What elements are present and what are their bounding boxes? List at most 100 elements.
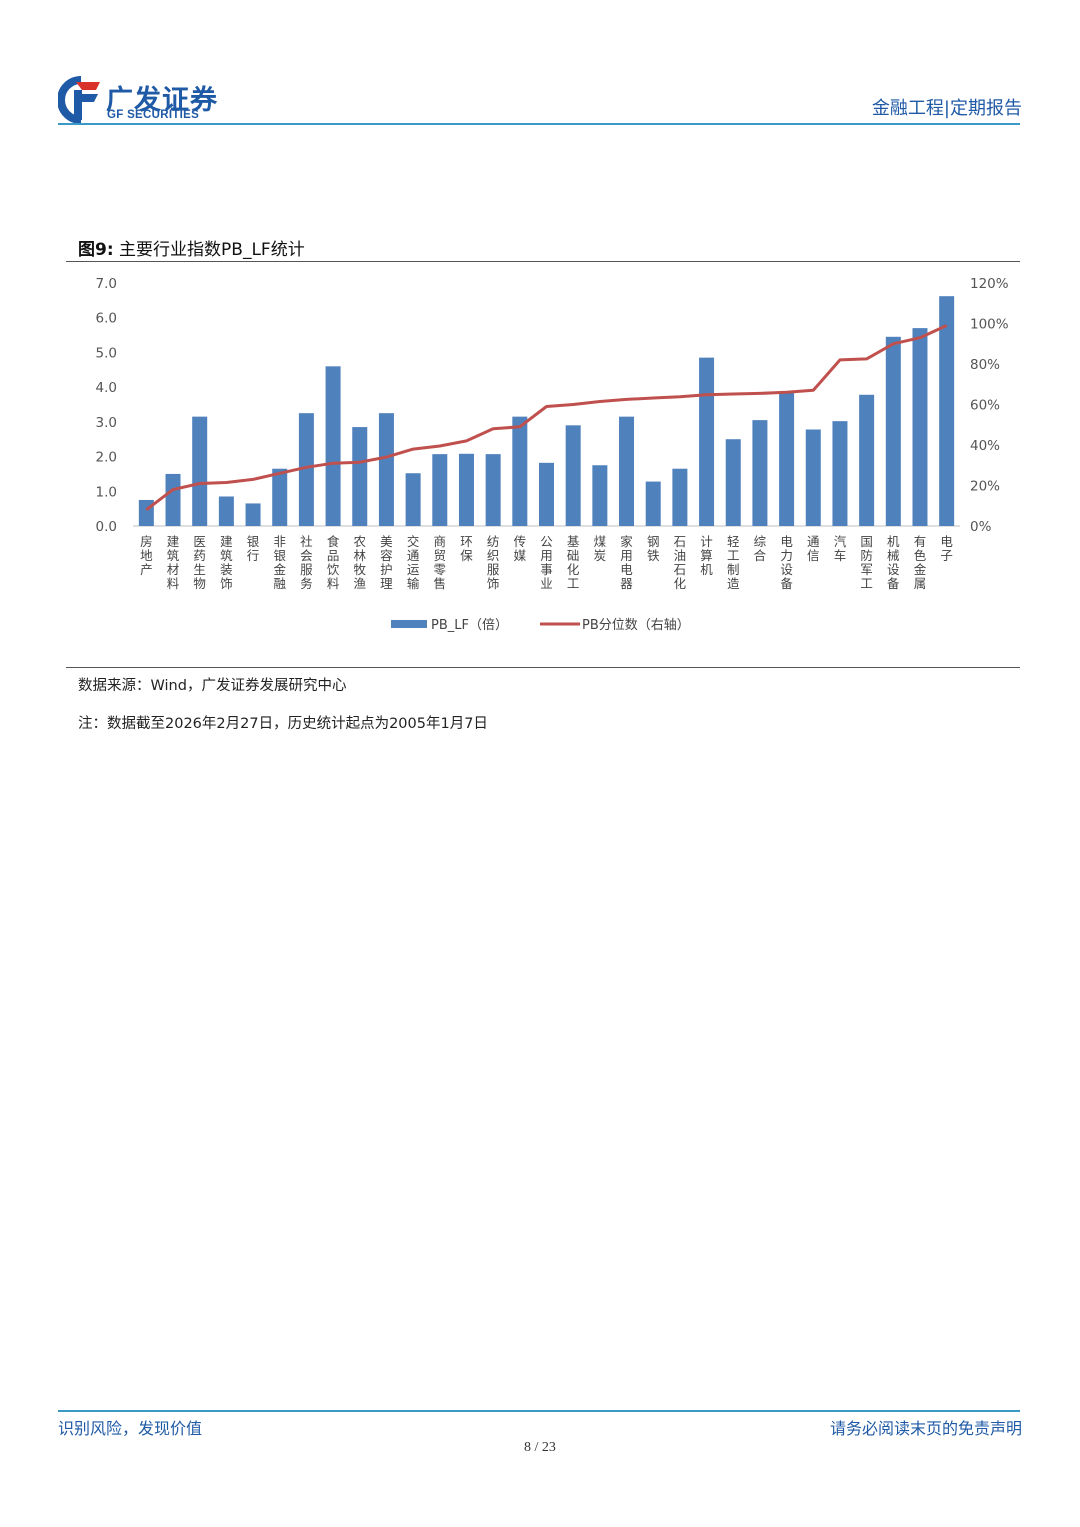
bar xyxy=(725,439,741,526)
y-right-tick-label: 60% xyxy=(970,398,1000,414)
y-right-tick-label: 0% xyxy=(970,519,992,535)
logo-text-cn: 广发证券 xyxy=(106,85,218,116)
y-left-tick-label: 5.0 xyxy=(96,345,117,361)
bar xyxy=(939,296,955,526)
bar xyxy=(645,481,661,526)
page-number: 8 / 23 xyxy=(524,1440,556,1455)
x-tick-label: 医药生物 xyxy=(193,534,206,591)
pb-chart: 0.0 1.0 2.0 3.0 4.0 5.0 6.0 7.0 0% 20% 40% 60% 80% 1… xyxy=(96,276,1009,633)
legend-line-label: PB分位数（右轴） xyxy=(582,618,690,633)
bar xyxy=(325,366,341,526)
y-right-tick-label: 40% xyxy=(970,438,1000,454)
legend-bar-swatch xyxy=(391,620,427,628)
x-tick-label: 通信 xyxy=(807,534,820,563)
bar xyxy=(432,454,448,526)
x-tick-label: 有色金属 xyxy=(914,534,927,591)
bar xyxy=(859,394,875,526)
report-type: 金融工程|定期报告 xyxy=(871,98,1022,119)
footer-divider xyxy=(58,1410,1020,1412)
x-tick-label: 电子 xyxy=(940,534,953,563)
bar xyxy=(378,413,394,526)
footer-slogan: 识别风险，发现价值 xyxy=(58,1419,203,1438)
x-tick-label: 石油石化 xyxy=(674,534,687,591)
bar xyxy=(458,453,474,526)
y-left-tick-label: 6.0 xyxy=(96,311,117,327)
x-tick-label: 基础化工 xyxy=(567,534,580,591)
logo-text-en: GF SECURITIES xyxy=(107,109,200,121)
x-tick-label: 机械设备 xyxy=(887,534,900,591)
x-tick-label: 传媒 xyxy=(514,534,527,563)
figure-title: 图9: 主要行业指数PB_LF统计 xyxy=(78,235,305,260)
bar xyxy=(672,468,688,526)
bar xyxy=(485,454,501,526)
x-tick-label: 轻工制造 xyxy=(727,534,740,591)
x-tick-label: 计算机 xyxy=(700,534,713,577)
x-tick-label: 纺织服饰 xyxy=(487,534,500,591)
footer-disclaimer: 请务必阅读末页的免责声明 xyxy=(829,1419,1022,1438)
y-right-axis: 0% 20% 40% 60% 80% 100% 120% xyxy=(970,276,1009,535)
x-tick-label: 农林牧渔 xyxy=(354,534,367,591)
x-tick-label: 商贸零售 xyxy=(434,534,447,591)
x-tick-label: 建筑材料 xyxy=(167,534,180,591)
x-tick-label: 食品饮料 xyxy=(327,534,340,591)
bar xyxy=(405,473,421,526)
x-tick-label: 汽车 xyxy=(834,534,847,563)
bar xyxy=(218,496,234,526)
figure-label: 图9: xyxy=(78,240,114,260)
bar xyxy=(699,357,715,526)
y-right-tick-label: 100% xyxy=(970,317,1009,333)
y-left-tick-label: 0.0 xyxy=(96,519,117,535)
bar xyxy=(192,416,208,526)
x-tick-label: 交通运输 xyxy=(407,534,420,591)
figure-top-rule xyxy=(66,261,1020,262)
bar xyxy=(512,416,528,526)
bar-series xyxy=(138,296,955,526)
bar xyxy=(245,503,261,526)
y-right-tick-label: 120% xyxy=(970,276,1009,292)
y-left-tick-label: 4.0 xyxy=(96,380,117,396)
x-tick-label: 房地产 xyxy=(140,534,153,577)
x-tick-label: 建筑装饰 xyxy=(220,534,233,591)
line-series xyxy=(145,324,948,511)
y-right-tick-label: 20% xyxy=(970,479,1000,495)
x-tick-label: 煤炭 xyxy=(594,534,607,563)
bar xyxy=(565,425,581,526)
bar xyxy=(912,328,928,526)
y-left-tick-label: 7.0 xyxy=(96,276,117,292)
x-tick-label: 环保 xyxy=(460,534,473,563)
x-tick-label: 非银金融 xyxy=(273,534,286,591)
bar xyxy=(272,468,288,526)
bar xyxy=(832,421,848,526)
x-tick-label: 电力设备 xyxy=(780,534,793,591)
bar xyxy=(592,465,608,526)
bar xyxy=(539,462,554,526)
bar xyxy=(165,473,181,526)
y-left-tick-label: 2.0 xyxy=(96,450,117,466)
x-tick-label: 美容护理 xyxy=(380,534,393,591)
company-logo: 广发证券 GF SECURITIES xyxy=(57,76,258,126)
gf-logo-icon xyxy=(57,76,100,124)
y-left-tick-label: 3.0 xyxy=(96,415,117,431)
x-tick-label: 综合 xyxy=(754,534,767,563)
header-divider xyxy=(58,123,1020,125)
x-tick-label: 国防军工 xyxy=(860,534,873,591)
bar xyxy=(779,392,795,526)
bar xyxy=(752,420,768,526)
legend: PB_LF（倍） PB分位数（右轴） xyxy=(391,618,690,633)
bar xyxy=(619,416,635,526)
bar xyxy=(352,427,368,526)
bar xyxy=(805,429,821,526)
legend-bar-label: PB_LF（倍） xyxy=(431,618,508,633)
remark-note: 注：数据截至2026年2月27日，历史统计起点为2005年1月7日 xyxy=(78,716,488,732)
y-left-axis: 0.0 1.0 2.0 3.0 4.0 5.0 6.0 7.0 xyxy=(96,276,117,535)
x-tick-label: 公用事业 xyxy=(540,534,553,591)
y-right-tick-label: 80% xyxy=(970,357,1000,373)
figure-bottom-rule xyxy=(66,667,1020,668)
x-tick-label: 钢铁 xyxy=(647,534,660,563)
y-left-tick-label: 1.0 xyxy=(96,484,117,500)
figure-title-text: 主要行业指数PB_LF统计 xyxy=(119,240,305,260)
x-tick-label: 家用电器 xyxy=(620,534,633,591)
bar xyxy=(885,336,901,526)
data-source-note: 数据来源：Wind，广发证券发展研究中心 xyxy=(78,678,347,694)
